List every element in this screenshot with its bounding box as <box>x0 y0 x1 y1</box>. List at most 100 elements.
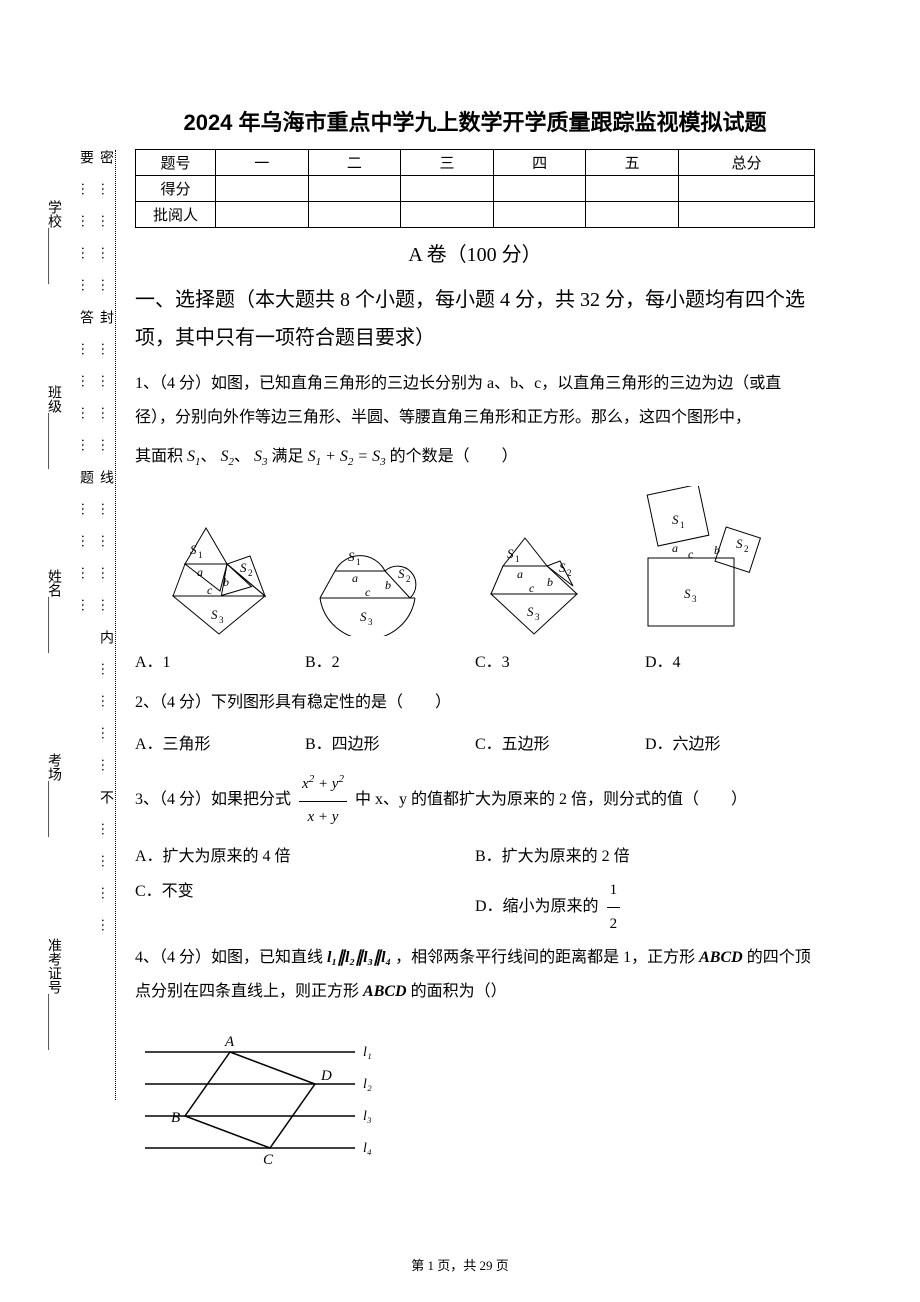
svg-text:a: a <box>517 567 523 581</box>
table-cell <box>678 176 814 202</box>
figure-triangles: S1 S2 S3 a b c <box>135 516 275 636</box>
svg-text:S: S <box>190 542 197 557</box>
option-d: D．缩小为原来的 1 2 <box>475 874 815 941</box>
svg-text:a: a <box>352 571 358 585</box>
option-a: A．三角形 <box>135 730 305 754</box>
numerator: x2 + y2 <box>299 768 347 802</box>
q4-figure: A D C B l₁ l₂ l₃ l₄ <box>135 1022 395 1172</box>
table-cell <box>586 176 679 202</box>
option-c: C．3 <box>475 648 645 672</box>
seal-line-text: 密…………封…………线…………内…………不…………要…………答…………题………… <box>75 150 115 1100</box>
table-cell <box>401 202 494 228</box>
svg-text:l₂: l₂ <box>363 1077 372 1092</box>
table-cell: 总分 <box>678 150 814 176</box>
table-cell <box>216 176 309 202</box>
svg-text:c: c <box>529 581 535 595</box>
svg-text:l₄: l₄ <box>363 1141 372 1156</box>
label-class: 班级________ <box>43 385 63 469</box>
svg-text:S: S <box>527 604 534 619</box>
option-b: B．2 <box>305 648 475 672</box>
q3-options: A．扩大为原来的 4 倍 B．扩大为原来的 2 倍 C．不变 D．缩小为原来的 … <box>135 839 815 941</box>
table-cell: 五 <box>586 150 679 176</box>
question-1: 1、（4 分）如图，已知直角三角形的三边长分别为 a、b、c，以直角三角形的三边… <box>135 367 815 434</box>
table-cell <box>216 202 309 228</box>
option-a: A．扩大为原来的 4 倍 <box>135 839 475 874</box>
svg-text:2: 2 <box>406 574 411 584</box>
svg-text:c: c <box>207 583 213 597</box>
label-id: 准考证号________ <box>43 938 63 1050</box>
table-cell <box>401 176 494 202</box>
figure-semicircles: S1 S2 S3 a b c <box>290 516 440 636</box>
table-row: 得分 <box>136 176 815 202</box>
svg-text:a: a <box>672 541 678 555</box>
svg-text:S: S <box>507 546 514 561</box>
question-2: 2、（4 分）下列图形具有稳定性的是（ ） <box>135 686 815 720</box>
svg-text:1: 1 <box>680 520 685 530</box>
svg-text:2: 2 <box>567 568 572 578</box>
table-cell: 二 <box>308 150 401 176</box>
seal-line-margin: 密…………封…………线…………内…………不…………要…………答…………题………… <box>75 150 105 1100</box>
svg-text:b: b <box>714 543 720 557</box>
label-name: 姓名________ <box>43 569 63 653</box>
section-heading: 一、选择题（本大题共 8 个小题，每小题 4 分，共 32 分，每小题均有四个选… <box>135 281 815 357</box>
page-footer: 第 1 页，共 29 页 <box>0 1255 920 1274</box>
svg-text:S: S <box>398 566 405 581</box>
table-cell <box>586 202 679 228</box>
side-form-labels: 学校________ 班级________ 姓名________ 考场_____… <box>38 150 68 1100</box>
svg-text:S: S <box>559 560 566 575</box>
label-room: 考场________ <box>43 753 63 837</box>
svg-text:b: b <box>385 578 391 592</box>
svg-text:a: a <box>197 565 203 579</box>
svg-text:l₃: l₃ <box>363 1109 372 1124</box>
svg-text:c: c <box>365 585 371 599</box>
question-1-line2: 其面积 S1、 S2、 S3 满足 S1 + S2 = S3 的个数是（ ） <box>135 440 815 474</box>
svg-text:1: 1 <box>515 554 520 564</box>
svg-text:c: c <box>688 547 694 561</box>
svg-text:S: S <box>348 549 355 564</box>
score-table: 题号 一 二 三 四 五 总分 得分 批阅人 <box>135 149 815 228</box>
figure-isoceles: S1 S2 S3 a b c <box>455 516 595 636</box>
option-b: B．扩大为原来的 2 倍 <box>475 839 815 874</box>
table-cell <box>308 202 401 228</box>
svg-text:b: b <box>547 575 553 589</box>
table-cell: 三 <box>401 150 494 176</box>
figure-squares: S1 S2 S3 a b c <box>610 486 790 636</box>
exam-title: 2024 年乌海市重点中学九上数学开学质量跟踪监视模拟试题 <box>135 105 815 137</box>
svg-text:b: b <box>223 575 229 589</box>
main-content: 2024 年乌海市重点中学九上数学开学质量跟踪监视模拟试题 题号 一 二 三 四… <box>135 105 815 1177</box>
table-row: 题号 一 二 三 四 五 总分 <box>136 150 815 176</box>
question-4: 4、（4 分）如图，已知直线 l₁∥l₂∥l₃∥l₄ ，相邻两条平行线间的距离都… <box>135 941 815 1008</box>
svg-text:S: S <box>736 536 743 551</box>
option-b: B．四边形 <box>305 730 475 754</box>
table-row: 批阅人 <box>136 202 815 228</box>
svg-text:3: 3 <box>535 612 540 622</box>
table-cell: 批阅人 <box>136 202 216 228</box>
option-d: D．4 <box>645 648 815 672</box>
table-cell <box>678 202 814 228</box>
svg-text:S: S <box>240 560 247 575</box>
option-c: C．五边形 <box>475 730 645 754</box>
svg-text:3: 3 <box>368 617 373 627</box>
option-c: C．不变 <box>135 874 475 941</box>
dotted-line <box>115 150 116 1100</box>
q1-text: 1、（4 分）如图，已知直角三角形的三边长分别为 a、b、c，以直角三角形的三边… <box>135 375 781 426</box>
table-cell <box>493 176 586 202</box>
table-cell: 得分 <box>136 176 216 202</box>
table-cell <box>308 176 401 202</box>
denominator: x + y <box>299 802 347 834</box>
paper-label: A 卷（100 分） <box>135 238 815 267</box>
svg-text:D: D <box>320 1068 332 1084</box>
table-cell: 四 <box>493 150 586 176</box>
svg-text:S: S <box>360 609 367 624</box>
label-school: 学校________ <box>43 200 63 284</box>
fraction: x2 + y2 x + y <box>299 768 347 833</box>
table-cell <box>493 202 586 228</box>
svg-text:C: C <box>263 1152 274 1168</box>
svg-text:S: S <box>211 607 218 622</box>
svg-text:2: 2 <box>744 544 749 554</box>
svg-text:S: S <box>684 586 691 601</box>
question-3: 3、（4 分）如果把分式 x2 + y2 x + y 中 x、y 的值都扩大为原… <box>135 768 815 833</box>
svg-text:A: A <box>224 1034 235 1050</box>
table-cell: 一 <box>216 150 309 176</box>
svg-text:B: B <box>171 1110 180 1126</box>
